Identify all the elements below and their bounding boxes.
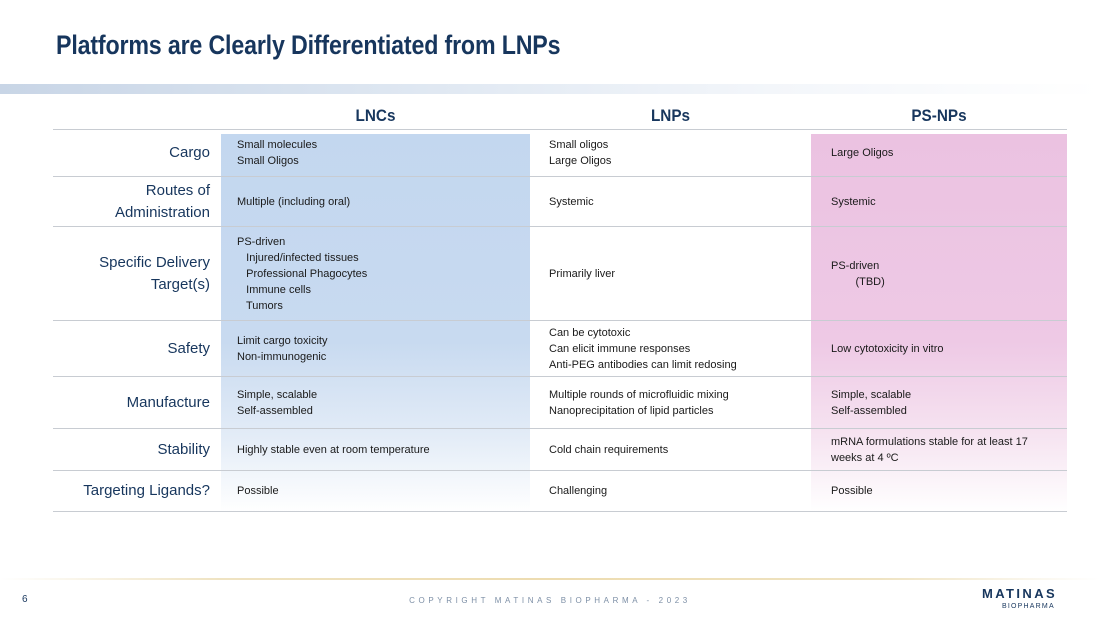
table-divider [53, 226, 1067, 227]
cell-cargo-lnps: Small oligos Large Oligos [549, 139, 612, 167]
cell-manufacture-lnps: Multiple rounds of microfluidic mixing N… [549, 388, 729, 417]
cell-safety-psnps: Low cytotoxicity in vitro [831, 342, 944, 355]
column-header-lnps: LNPs [650, 106, 691, 125]
cell-delivery-lncs: PS-driven Injured/infected tissues Profe… [237, 235, 368, 312]
lnc-column-background [221, 134, 530, 512]
copyright-notice: COPYRIGHT MATINAS BIOPHARMA - 2023 [409, 596, 691, 605]
table-divider [53, 320, 1067, 321]
cell-targeting-lncs: Possible [237, 485, 279, 497]
table-divider [53, 470, 1067, 471]
row-label-manufacture: Manufacture [126, 393, 210, 411]
table-divider [53, 428, 1067, 429]
cell-manufacture-psnps: Simple, scalable Self-assembled [831, 388, 912, 417]
psnp-column-background [811, 134, 1067, 512]
column-header-psnps: PS-NPs [911, 106, 967, 125]
row-label-delivery: Specific Delivery Target(s) [99, 253, 210, 293]
page-number: 6 [22, 594, 28, 605]
table-divider [53, 176, 1067, 177]
matinas-logo: MATINAS BIOPHARMA [982, 586, 1074, 614]
row-label-routes: Routes of Administration [114, 181, 210, 221]
table-divider [53, 511, 1067, 512]
cell-targeting-psnps: Possible [831, 485, 873, 497]
cell-routes-lncs: Multiple (including oral) [237, 195, 351, 208]
footer-divider [0, 578, 1100, 580]
cell-safety-lnps: Can be cytotoxic Can elicit immune respo… [549, 326, 737, 371]
cell-safety-lncs: Limit cargo toxicity Non-immunogenic [237, 334, 328, 363]
row-label-cargo: Cargo [169, 144, 210, 161]
logo-subtitle: BIOPHARMA [1002, 603, 1055, 610]
cell-delivery-lnps: Primarily liver [549, 267, 615, 280]
cell-stability-psnps: mRNA formulations stable for at least 17… [831, 435, 1028, 464]
row-label-safety: Safety [167, 339, 210, 357]
cell-cargo-psnps: Large Oligos [831, 147, 894, 159]
table-divider [53, 376, 1067, 377]
cell-routes-psnps: Systemic [831, 195, 876, 208]
slide-title: Platforms are Clearly Differentiated fro… [56, 30, 561, 60]
table-divider [53, 129, 1067, 130]
title-underline-band [0, 84, 1100, 94]
cell-stability-lnps: Cold chain requirements [549, 443, 669, 456]
cell-cargo-lncs: Small molecules Small Oligos [237, 139, 318, 167]
cell-manufacture-lncs: Simple, scalable Self-assembled [237, 388, 318, 417]
row-label-stability: Stability [157, 440, 210, 458]
column-header-lncs: LNCs [355, 106, 396, 125]
row-label-targeting: Targeting Ligands? [83, 482, 210, 499]
cell-targeting-lnps: Challenging [549, 485, 608, 497]
logo-wordmark: MATINAS [982, 586, 1058, 601]
cell-stability-lncs: Highly stable even at room temperature [237, 443, 430, 456]
cell-delivery-psnps: PS-driven (TBD) [831, 259, 885, 288]
cell-routes-lnps: Systemic [549, 195, 594, 208]
